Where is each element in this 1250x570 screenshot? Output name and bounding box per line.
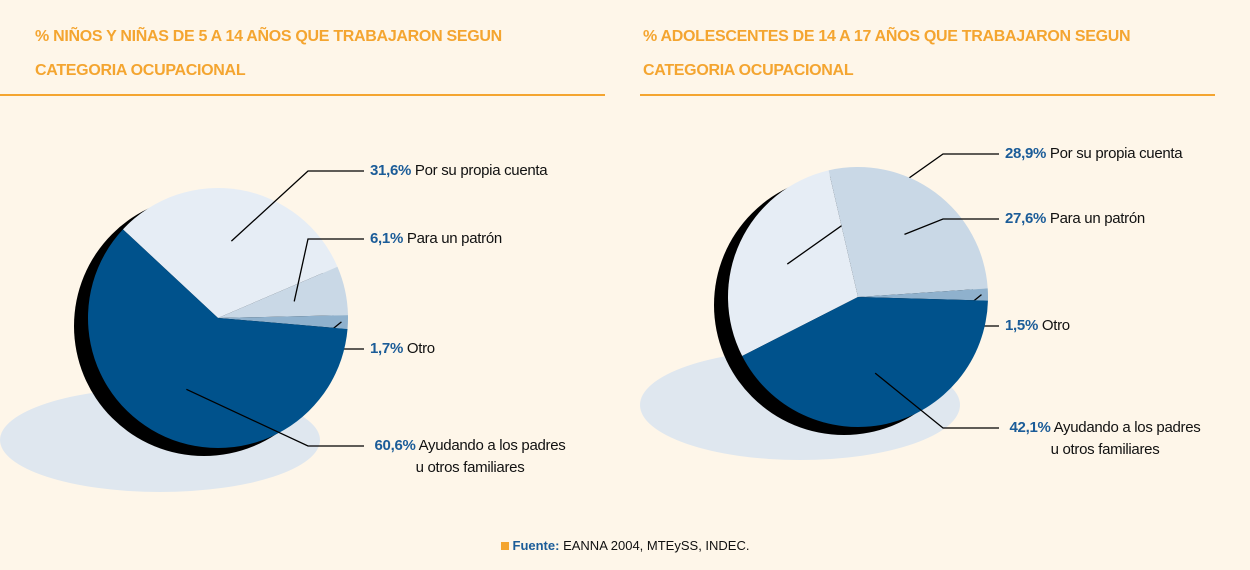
footer-label: Fuente: <box>512 538 560 553</box>
pie-slice <box>218 266 348 318</box>
pie-slice <box>742 297 988 427</box>
chart-title: % ADOLESCENTES DE 14 A 17 AÑOS QUE TRABA… <box>643 20 1183 88</box>
leader-line <box>786 153 999 265</box>
title-rule <box>640 94 1215 96</box>
pie-slice <box>122 187 338 318</box>
category-label: Para un patrón <box>406 230 502 247</box>
category-label: Por su propia cuenta <box>414 162 548 179</box>
category-label: Ayudando a los padres u otros familiares <box>1050 419 1201 458</box>
value-label: 60,6% <box>374 437 416 454</box>
value-label: 27,6% <box>1005 210 1047 227</box>
leader-line <box>293 238 364 302</box>
value-label: 1,7% <box>370 340 403 357</box>
category-label: Por su propia cuenta <box>1049 145 1183 162</box>
slice-label: 1,7% Otro <box>370 338 620 360</box>
slice-label: 60,6% Ayudando a los padres u otros fami… <box>370 435 570 479</box>
pie-slice <box>828 167 988 297</box>
leader-line <box>186 388 364 447</box>
value-label: 28,9% <box>1005 145 1047 162</box>
slice-label: 1,5% Otro <box>1005 315 1250 337</box>
title-rule <box>0 94 605 96</box>
footer-square <box>500 542 509 550</box>
pie-slice <box>858 288 988 301</box>
footer: Fuente: EANNA 2004, MTEySS, INDEC. <box>0 538 1250 553</box>
chart-title-text: % NIÑOS Y NIÑAS DE 5 A 14 AÑOS QUE TRABA… <box>35 28 502 79</box>
pie-slice <box>218 315 348 329</box>
category-label: Otro <box>1041 317 1070 334</box>
value-label: 31,6% <box>370 162 412 179</box>
leader-line <box>874 372 999 429</box>
slice-label: 27,6% Para un patrón <box>1005 208 1250 230</box>
pie-slice <box>727 170 858 357</box>
footer-text: EANNA 2004, MTEySS, INDEC. <box>563 538 750 553</box>
chart-title: % NIÑOS Y NIÑAS DE 5 A 14 AÑOS QUE TRABA… <box>35 20 575 88</box>
slice-label: 28,9% Por su propia cuenta <box>1005 143 1250 165</box>
chart-title-text: % ADOLESCENTES DE 14 A 17 AÑOS QUE TRABA… <box>643 28 1131 79</box>
slice-label: 42,1% Ayudando a los padres u otros fami… <box>1005 417 1205 461</box>
value-label: 1,5% <box>1005 317 1038 334</box>
slice-label: 6,1% Para un patrón <box>370 228 620 250</box>
leader-line <box>230 170 364 242</box>
category-label: Para un patrón <box>1049 210 1145 227</box>
value-label: 42,1% <box>1009 419 1051 436</box>
category-label: Otro <box>406 340 435 357</box>
pie-slice <box>88 229 348 448</box>
leader-line <box>904 218 999 235</box>
value-label: 6,1% <box>370 230 403 247</box>
slice-label: 31,6% Por su propia cuenta <box>370 160 620 182</box>
category-label: Ayudando a los padres u otros familiares <box>415 437 566 476</box>
